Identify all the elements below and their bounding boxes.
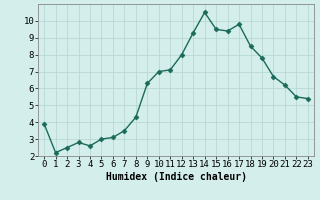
X-axis label: Humidex (Indice chaleur): Humidex (Indice chaleur) (106, 172, 246, 182)
